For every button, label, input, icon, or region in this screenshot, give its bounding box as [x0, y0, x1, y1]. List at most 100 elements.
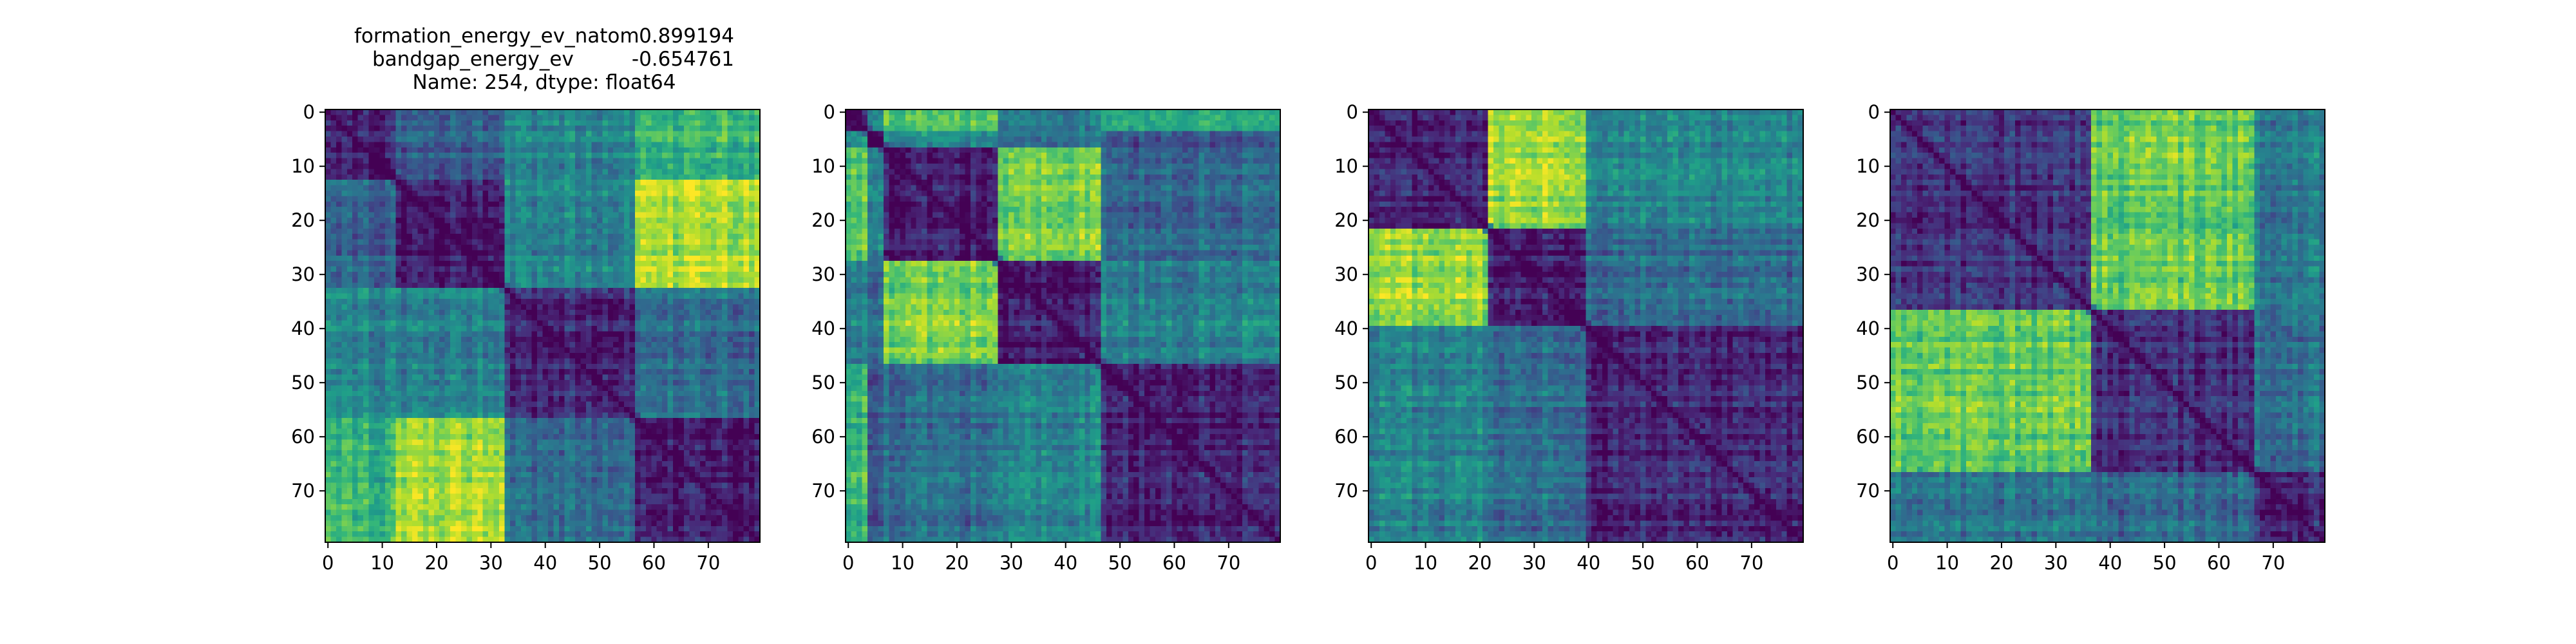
heatmap-cell — [689, 348, 695, 354]
heatmap-cell — [651, 213, 657, 218]
heatmap-cell — [412, 342, 418, 348]
heatmap-cell — [678, 321, 684, 327]
heatmap-cell — [341, 240, 347, 245]
heatmap-cell — [537, 299, 543, 305]
heatmap-cell — [336, 191, 342, 196]
heatmap-cell — [738, 272, 744, 278]
heatmap-cell — [423, 299, 429, 305]
heatmap-cell — [662, 196, 668, 202]
heatmap-cell — [673, 321, 679, 327]
heatmap-cell — [341, 310, 347, 316]
heatmap-cell — [678, 218, 684, 223]
heatmap-cell — [450, 380, 456, 386]
heatmap-cell — [591, 337, 597, 343]
heatmap-cell — [657, 153, 663, 158]
heatmap-cell — [613, 385, 619, 391]
heatmap-cell — [439, 196, 445, 202]
heatmap-cell — [396, 207, 402, 213]
heatmap-cell — [695, 207, 701, 213]
heatmap-cell — [358, 229, 364, 234]
heatmap-cell — [749, 391, 755, 397]
heatmap-cell — [461, 126, 467, 131]
heatmap-cell — [401, 337, 407, 343]
heatmap-cell — [646, 310, 652, 316]
heatmap-cell — [673, 267, 679, 272]
heatmap-cell — [347, 169, 353, 175]
heatmap-cell — [483, 223, 489, 229]
heatmap-cell — [325, 250, 331, 256]
heatmap-cell — [401, 407, 407, 413]
heatmap-cell — [417, 147, 423, 153]
heatmap-cell — [744, 202, 750, 207]
heatmap-cell — [439, 402, 445, 408]
heatmap-cell — [407, 185, 413, 191]
heatmap-cell — [537, 310, 543, 316]
heatmap-cell — [570, 326, 576, 332]
heatmap-cell — [537, 240, 543, 245]
heatmap-cell — [624, 234, 630, 240]
heatmap-cell — [553, 423, 559, 429]
heatmap-cell — [390, 321, 396, 327]
heatmap-cell — [330, 412, 336, 418]
heatmap-cell — [390, 353, 396, 359]
heatmap-cell — [510, 202, 516, 207]
heatmap-cell — [472, 120, 478, 126]
heatmap-cell — [347, 337, 353, 343]
heatmap-cell — [591, 164, 597, 169]
heatmap-cell — [439, 202, 445, 207]
heatmap-cell — [651, 326, 657, 332]
heatmap-cell — [504, 185, 510, 191]
heatmap-cell — [515, 164, 521, 169]
heatmap-cell — [363, 375, 369, 381]
heatmap-cell — [510, 310, 516, 316]
heatmap-cell — [526, 169, 532, 175]
heatmap-cell — [499, 267, 505, 272]
heatmap-cell — [521, 213, 527, 218]
heatmap-cell — [673, 137, 679, 142]
heatmap-cell — [407, 250, 413, 256]
heatmap-cell — [619, 126, 625, 131]
heatmap-cell — [749, 158, 755, 164]
heatmap-cell — [374, 277, 380, 283]
heatmap-cell — [461, 385, 467, 391]
heatmap-cell — [450, 321, 456, 327]
heatmap-cell — [635, 418, 641, 424]
heatmap-cell — [640, 261, 646, 267]
heatmap-cell — [379, 439, 385, 445]
heatmap-cell — [532, 185, 538, 191]
heatmap-cell — [358, 158, 364, 164]
heatmap-cell — [553, 153, 559, 158]
heatmap-cell — [684, 261, 690, 267]
heatmap-cell — [358, 196, 364, 202]
heatmap-cell — [706, 391, 712, 397]
heatmap-cell — [532, 353, 538, 359]
heatmap-cell — [461, 396, 467, 402]
heatmap-cell — [428, 423, 434, 429]
heatmap-cell — [369, 131, 375, 137]
heatmap-cell — [428, 267, 434, 272]
heatmap-cell — [591, 423, 597, 429]
heatmap-cell — [733, 218, 739, 223]
heatmap-cell — [624, 213, 630, 218]
heatmap-cell — [504, 250, 510, 256]
heatmap-cell — [570, 120, 576, 126]
heatmap-cell — [325, 169, 331, 175]
heatmap-cell — [466, 299, 472, 305]
heatmap-cell — [553, 240, 559, 245]
heatmap-cell — [450, 115, 456, 120]
heatmap-cell — [445, 380, 451, 386]
heatmap-cell — [575, 267, 581, 272]
heatmap-cell — [738, 434, 744, 440]
heatmap-cell — [630, 191, 636, 196]
heatmap-cell — [358, 153, 364, 158]
heatmap-cell — [352, 213, 358, 218]
heatmap-cell — [722, 364, 728, 370]
heatmap-cell — [412, 429, 418, 435]
heatmap-cell — [700, 137, 706, 142]
heatmap-cell — [510, 256, 516, 261]
heatmap-cell — [662, 385, 668, 391]
heatmap-cell — [543, 169, 549, 175]
heatmap-cell — [428, 234, 434, 240]
heatmap-cell — [602, 412, 608, 418]
heatmap-cell — [635, 191, 641, 196]
